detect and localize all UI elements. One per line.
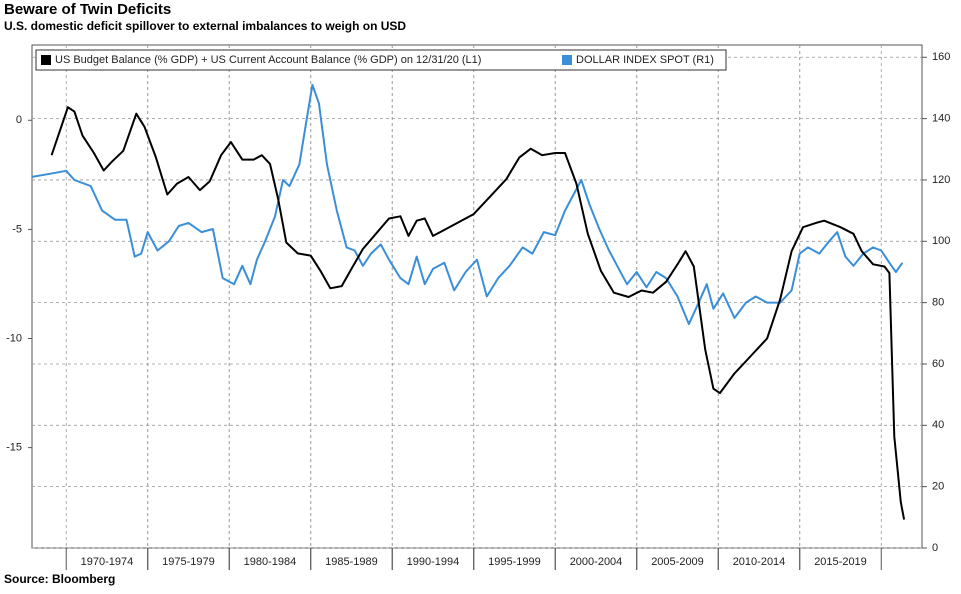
- series-line: [50, 106, 906, 520]
- x-tick-label: 2005-2009: [651, 556, 704, 568]
- y2-tick-label: 160: [932, 51, 950, 63]
- plot-frame: [31, 44, 923, 549]
- y-tick-label: 0: [16, 114, 22, 126]
- x-tick-label: 2015-2019: [814, 556, 867, 568]
- source: Source: Bloomberg: [4, 572, 115, 586]
- x-tick-label: 2010-2014: [733, 556, 786, 568]
- x-tick-label: 1990-1994: [407, 556, 460, 568]
- y2-tick-label: 120: [932, 174, 950, 186]
- x-tick-label: 1970-1974: [81, 556, 134, 568]
- x-tick-label: 1975-1979: [162, 556, 215, 568]
- y-tick-label: -5: [12, 223, 22, 235]
- legend-label: US Budget Balance (% GDP) + US Current A…: [55, 54, 481, 66]
- series-line: [31, 83, 904, 326]
- legend-label: DOLLAR INDEX SPOT (R1): [576, 54, 714, 66]
- y-tick-label: -15: [6, 442, 22, 454]
- y2-tick-label: 140: [932, 113, 950, 125]
- y-tick-label: -10: [6, 332, 22, 344]
- y2-tick-label: 0: [932, 542, 938, 554]
- legend-swatch: [562, 55, 572, 65]
- y2-tick-label: 40: [932, 419, 944, 431]
- chart-title: Beware of Twin Deficits: [4, 1, 171, 18]
- x-tick-label: 1985-1989: [325, 556, 378, 568]
- y2-tick-label: 60: [932, 358, 944, 370]
- x-tick-label: 1995-1999: [488, 556, 541, 568]
- y2-tick-label: 80: [932, 297, 944, 309]
- y2-tick-label: 20: [932, 481, 944, 493]
- x-tick-label: 1980-1984: [244, 556, 297, 568]
- y2-tick-label: 100: [932, 235, 950, 247]
- legend-swatch: [41, 55, 51, 65]
- chart-subtitle: U.S. domestic deficit spillover to exter…: [4, 19, 406, 33]
- x-tick-label: 2000-2004: [570, 556, 623, 568]
- legend: [35, 49, 727, 71]
